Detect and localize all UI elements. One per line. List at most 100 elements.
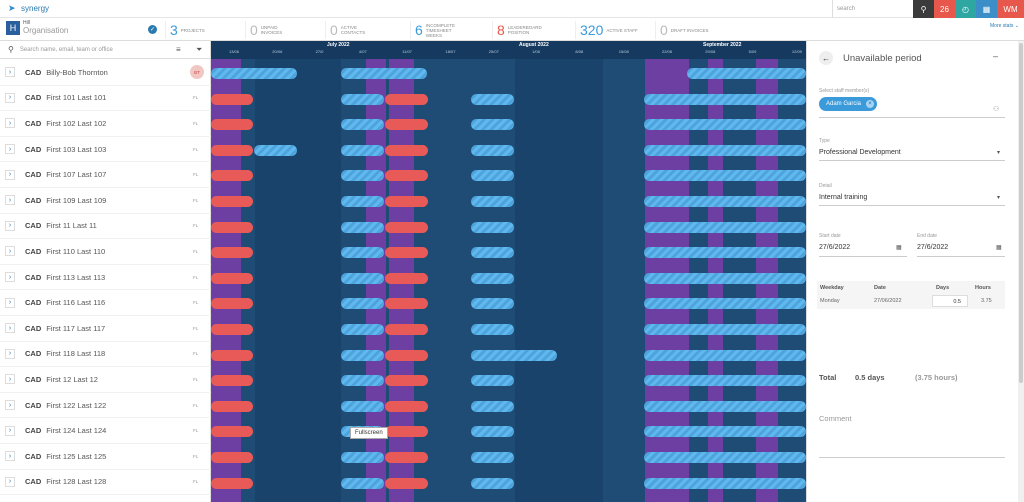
leave-bar[interactable] <box>471 119 514 131</box>
staff-row[interactable]: › CAD First 12 Last 12 FL <box>0 367 211 393</box>
start-date-input[interactable]: 27/6/2022 <box>819 244 851 251</box>
leave-bar[interactable] <box>254 144 297 156</box>
leave-bar[interactable] <box>211 400 253 412</box>
leave-bar[interactable] <box>471 298 514 310</box>
staff-row[interactable]: › CAD First 101 Last 101 FL <box>0 86 211 112</box>
leave-bar[interactable] <box>644 272 806 284</box>
chevron-right-icon[interactable]: › <box>5 67 15 78</box>
leave-bar[interactable] <box>644 400 806 412</box>
stat-6[interactable]: 0 DRAFT INVOICES <box>655 21 709 39</box>
chevron-right-icon[interactable]: › <box>5 476 15 487</box>
user-avatar-button[interactable]: WM <box>997 0 1024 18</box>
leave-bar[interactable] <box>471 426 514 438</box>
comment-input[interactable] <box>819 457 1005 458</box>
leave-bar[interactable] <box>385 119 428 131</box>
leave-bar[interactable] <box>644 196 806 207</box>
leave-bar[interactable] <box>644 375 806 387</box>
chevron-down-icon[interactable]: ▾ <box>997 195 1001 201</box>
scrollbar-thumb[interactable] <box>1019 43 1023 383</box>
team-select-icon[interactable]: ⚇ <box>993 106 1000 113</box>
leave-bar[interactable] <box>471 93 514 105</box>
leave-bar[interactable] <box>211 349 253 361</box>
leave-bar[interactable] <box>341 477 384 489</box>
leave-bar[interactable] <box>211 477 253 489</box>
leave-bar[interactable] <box>471 170 514 182</box>
leave-bar[interactable] <box>385 221 428 233</box>
search-button[interactable]: ⚲ <box>913 0 934 18</box>
chevron-down-icon[interactable]: ▾ <box>997 150 1001 156</box>
leave-bar[interactable] <box>211 247 253 259</box>
staff-row[interactable]: › CAD First 122 Last 122 FL <box>0 393 211 419</box>
leave-bar[interactable] <box>471 221 514 233</box>
leave-bar[interactable] <box>341 170 384 182</box>
leave-bar[interactable] <box>211 68 297 79</box>
leave-bar[interactable] <box>471 349 557 361</box>
leave-bar[interactable] <box>644 477 806 489</box>
leave-bar[interactable] <box>385 247 428 259</box>
leave-bar[interactable] <box>341 349 384 361</box>
chevron-right-icon[interactable]: › <box>5 92 15 103</box>
chevron-right-icon[interactable]: › <box>5 272 15 283</box>
filter-icon[interactable]: ⏷ <box>196 44 203 54</box>
leave-bar[interactable] <box>211 324 253 335</box>
type-select[interactable]: Professional Development <box>819 149 901 156</box>
leave-bar[interactable] <box>644 221 806 233</box>
staff-row[interactable]: › CAD First 117 Last 117 FL <box>0 316 211 342</box>
leave-bar[interactable] <box>211 298 253 310</box>
leave-bar[interactable] <box>644 170 806 182</box>
leave-bar[interactable] <box>341 452 384 463</box>
leave-bar[interactable] <box>644 119 806 131</box>
sort-icon[interactable]: ≡ <box>176 45 181 54</box>
leave-bar[interactable] <box>385 426 428 438</box>
staff-search-input[interactable]: Search name, email, team or office <box>19 46 113 53</box>
leave-bar[interactable] <box>644 426 806 438</box>
leave-bar[interactable] <box>385 144 428 156</box>
leave-bar[interactable] <box>471 144 514 156</box>
calendar-badge-button[interactable]: 26 <box>934 0 955 18</box>
leave-bar[interactable] <box>211 426 253 438</box>
chevron-right-icon[interactable]: › <box>5 400 15 411</box>
leave-bar[interactable] <box>385 170 428 182</box>
leave-bar[interactable] <box>471 477 514 489</box>
chevron-right-icon[interactable]: › <box>5 451 15 462</box>
panel-scrollbar[interactable] <box>1018 41 1024 502</box>
stat-5[interactable]: 320 ACTIVE STAFF <box>575 21 644 39</box>
leave-bar[interactable] <box>471 247 514 259</box>
global-search-input[interactable]: search <box>832 0 912 18</box>
chevron-right-icon[interactable]: › <box>5 297 15 308</box>
stat-3[interactable]: 6 INCOMPLETE TIMESHEET WEEKS <box>410 21 464 39</box>
staff-row[interactable]: › CAD First 125 Last 125 FL <box>0 444 211 470</box>
leave-bar[interactable] <box>211 93 253 105</box>
staff-row[interactable]: › CAD First 107 Last 107 FL <box>0 162 211 188</box>
chevron-right-icon[interactable]: › <box>5 348 15 359</box>
staff-row[interactable]: › CAD First 116 Last 116 FL <box>0 290 211 316</box>
staff-row[interactable]: › CAD First 124 Last 124 FL <box>0 418 211 444</box>
staff-row[interactable]: › CAD First 113 Last 113 FL <box>0 265 211 291</box>
leave-bar[interactable] <box>644 349 806 361</box>
chevron-right-icon[interactable]: › <box>5 220 15 231</box>
leave-bar[interactable] <box>687 68 806 79</box>
leave-bar[interactable] <box>341 375 384 387</box>
leave-bar[interactable] <box>341 298 384 310</box>
leave-bar[interactable] <box>211 452 253 463</box>
leave-bar[interactable] <box>341 247 384 259</box>
more-stats-link[interactable]: More stats ⌄ <box>990 23 1019 29</box>
availability-timeline[interactable]: July 2022 August 2022 September 2022 13/06 2… <box>211 41 806 502</box>
leave-bar[interactable] <box>644 324 806 335</box>
leave-bar[interactable] <box>385 375 428 387</box>
leave-bar[interactable] <box>471 324 514 335</box>
chevron-right-icon[interactable]: › <box>5 118 15 129</box>
leave-bar[interactable] <box>471 452 514 463</box>
leave-bar[interactable] <box>471 196 514 207</box>
leave-bar[interactable] <box>211 272 253 284</box>
leave-bar[interactable] <box>341 93 384 105</box>
staff-row[interactable]: › CAD First 102 Last 102 FL <box>0 111 211 137</box>
calendar-icon[interactable]: ▦ <box>996 245 1002 251</box>
end-date-input[interactable]: 27/6/2022 <box>917 244 949 251</box>
leave-bar[interactable] <box>644 298 806 310</box>
leave-bar[interactable] <box>211 221 253 233</box>
calendar-button[interactable]: ▦ <box>976 0 997 18</box>
leave-bar[interactable] <box>385 349 428 361</box>
chevron-right-icon[interactable]: › <box>5 323 15 334</box>
staff-row[interactable]: › CAD First 128 Last 128 FL <box>0 470 211 496</box>
